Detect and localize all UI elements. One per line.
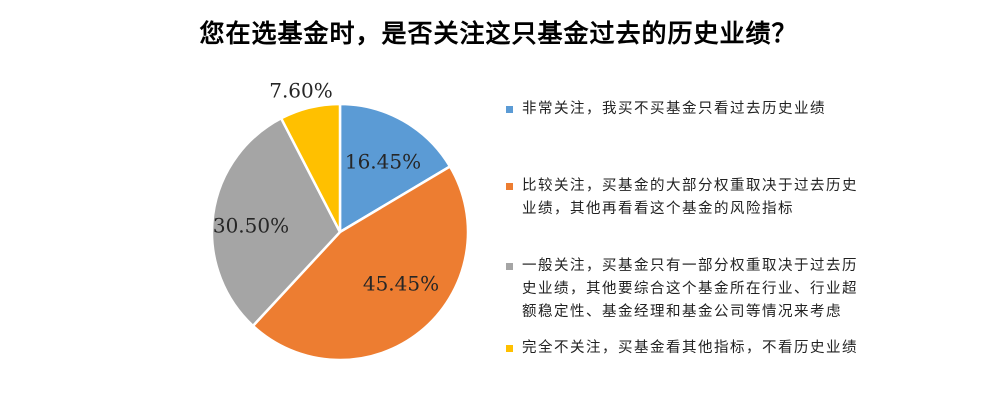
pie-slice [279,102,342,234]
chart-title: 您在选基金时，是否关注这只基金过去的历史业绩？ [199,19,798,48]
slice-value-label: 30.50% [213,214,289,238]
slice-value-label: 45.45% [363,272,439,296]
slice-value-label: 16.45% [345,150,421,174]
pie-data-labels: 16.45% 45.45% 30.50% 7.60% [213,79,439,296]
legend-marker [506,106,513,113]
legend-label: 完全不关注，买基金看其他指标，不看历史业绩 [522,340,858,356]
legend-label: 比较关注，买基金的大部分权重取决于过去历史 业绩，其他再看看这个基金的风险指标 [522,178,858,217]
pie-slice [338,102,452,234]
pie-slice [251,165,470,362]
slice-value-label: 7.60% [269,79,333,103]
legend-marker [506,183,513,190]
legend-label: 一般关注，买基金只有一部分权重取决于过去历 史业绩，其他要综合这个基金所在行业、… [522,258,858,320]
legend-marker [506,263,513,270]
legend-label: 非常关注，我买不买基金只看过去历史业绩 [522,101,826,117]
legend-marker [506,345,513,352]
pie-slices [210,102,470,362]
